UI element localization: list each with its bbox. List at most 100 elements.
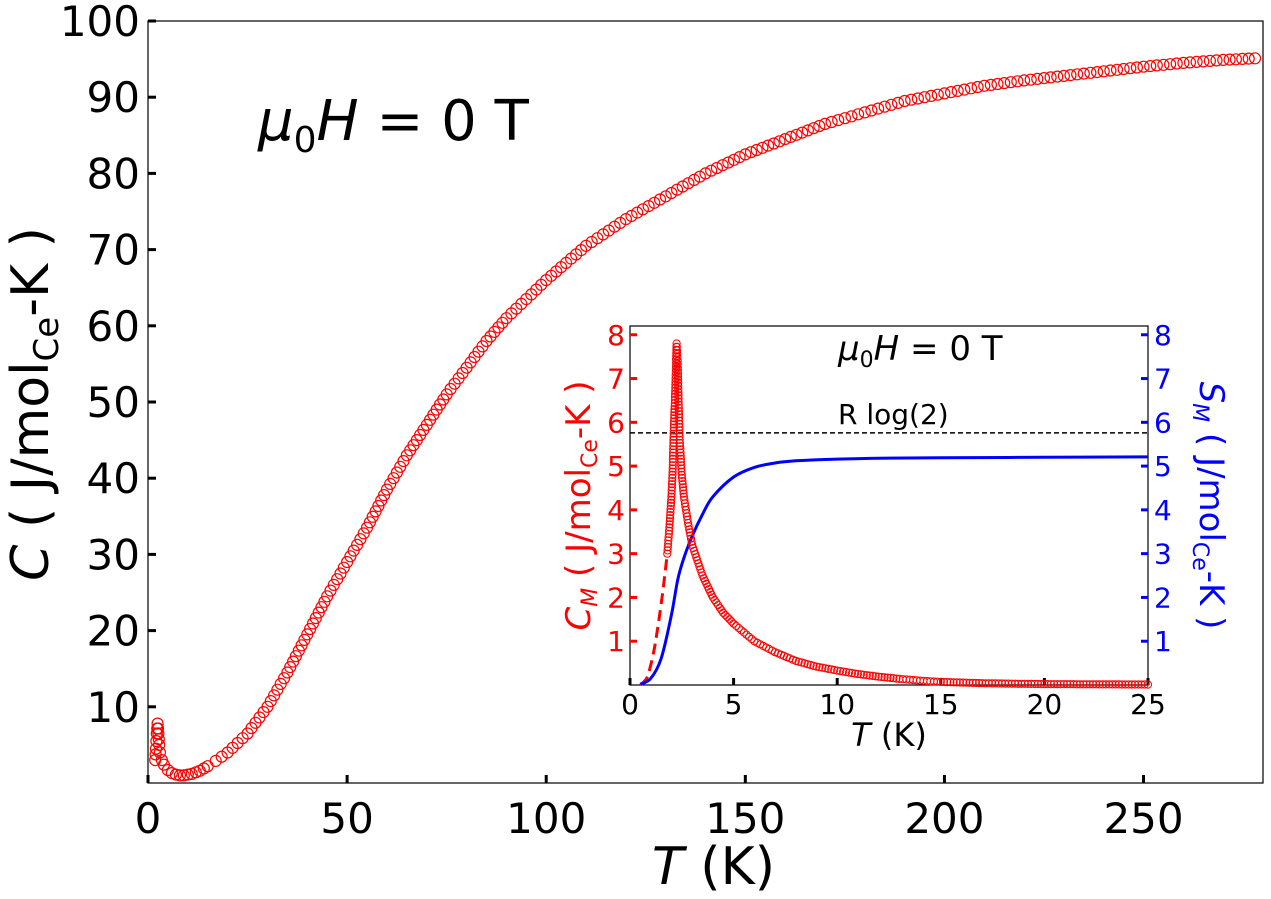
inset-cm-data-point bbox=[668, 470, 677, 479]
inset-cm-data-point bbox=[1118, 680, 1127, 689]
inset-cm-data-point bbox=[674, 381, 683, 391]
inset-cm-data-point bbox=[1059, 680, 1068, 689]
inset-cm-data-point bbox=[668, 454, 678, 463]
inset-cm-data-point bbox=[678, 477, 687, 486]
cm-extrapolation-line bbox=[639, 553, 669, 687]
inset-cm-data-point bbox=[952, 678, 961, 687]
inset-cm-data-point bbox=[677, 470, 686, 479]
inset-cm-data-point bbox=[686, 534, 696, 543]
main-data-point bbox=[1170, 57, 1183, 70]
inset-cm-data-point bbox=[1043, 680, 1052, 689]
main-y-tick-label: 40 bbox=[87, 454, 140, 503]
inset-cm-data-point bbox=[679, 492, 689, 501]
main-data-point bbox=[1104, 64, 1117, 77]
main-x-tick-label: 150 bbox=[705, 794, 785, 843]
main-data-point bbox=[181, 768, 194, 781]
inset-cm-data-point bbox=[871, 672, 880, 681]
inset-field-annotation: μ0H = 0 T bbox=[837, 329, 1003, 373]
inset-x-tick-label: 25 bbox=[1130, 688, 1166, 721]
inset-cm-data-point bbox=[1134, 680, 1143, 689]
main-data-point bbox=[268, 689, 281, 702]
inset-left-y-tick-label: 8 bbox=[607, 319, 625, 352]
main-data-point bbox=[1157, 58, 1170, 71]
inset-cm-data-point bbox=[667, 480, 677, 489]
main-data-point bbox=[1057, 69, 1071, 83]
r-log2-label: R log(2) bbox=[838, 398, 949, 431]
main-data-point bbox=[496, 316, 509, 329]
inset-cm-data-point bbox=[842, 668, 851, 677]
inset-cm-data-point bbox=[675, 435, 684, 444]
main-data-point bbox=[173, 769, 186, 782]
inset-cm-data-point bbox=[1101, 680, 1111, 689]
main-y-tick-label: 20 bbox=[87, 607, 140, 656]
main-data-point bbox=[1097, 65, 1110, 78]
inset-cm-data-point bbox=[1014, 679, 1023, 688]
inset-cm-data-point bbox=[665, 523, 674, 532]
main-data-point bbox=[1183, 56, 1197, 69]
inset-cm-data-point bbox=[1037, 680, 1046, 689]
inset-cm-data-point bbox=[889, 674, 898, 683]
inset-cm-data-point bbox=[809, 661, 818, 670]
inset-x-tick-label: 0 bbox=[621, 688, 639, 721]
main-data-point bbox=[150, 734, 163, 748]
main-data-point bbox=[1124, 62, 1137, 75]
inset-cm-data-point bbox=[1085, 680, 1094, 689]
inset-cm-data-point bbox=[747, 634, 756, 644]
main-data-point bbox=[925, 89, 938, 103]
inset-left-y-tick-label: 7 bbox=[607, 363, 625, 396]
main-data-point bbox=[321, 590, 334, 603]
inset-cm-data-point bbox=[671, 364, 681, 374]
inset-cm-data-point bbox=[679, 486, 688, 495]
main-data-point bbox=[865, 104, 878, 117]
main-data-point bbox=[858, 106, 871, 119]
inset-right-y-tick-label: 8 bbox=[1154, 319, 1172, 352]
main-data-point bbox=[1137, 60, 1150, 73]
inset-cm-data-point bbox=[674, 385, 683, 394]
inset-cm-data-point bbox=[892, 674, 901, 683]
main-data-point bbox=[885, 98, 898, 111]
inset-cm-data-point bbox=[675, 423, 684, 432]
inset-cm-data-point bbox=[667, 495, 676, 504]
inset-cm-data-point bbox=[721, 610, 730, 620]
inset-x-tick-label: 10 bbox=[819, 688, 855, 721]
main-y-tick-label: 70 bbox=[87, 226, 140, 275]
main-data-point bbox=[484, 330, 497, 343]
inset-cm-data-point bbox=[981, 679, 990, 688]
main-data-point bbox=[905, 93, 918, 106]
inset-right-y-tick-label: 3 bbox=[1154, 538, 1172, 571]
inset-cm-data-point bbox=[664, 533, 673, 542]
inset-cm-data-point bbox=[666, 498, 676, 507]
main-data-point bbox=[1223, 53, 1236, 66]
main-data-point bbox=[825, 115, 838, 129]
inset-cm-data-point bbox=[664, 536, 673, 545]
main-data-point bbox=[1117, 62, 1130, 76]
inset-cm-data-point bbox=[674, 397, 683, 406]
inset-cm-data-point bbox=[673, 363, 682, 372]
main-y-tick-label: 30 bbox=[87, 530, 140, 579]
inset-x-axis-label: T (K) bbox=[851, 716, 927, 754]
inset-cm-data-point bbox=[1127, 680, 1136, 689]
inset-cm-data-point bbox=[670, 408, 679, 417]
main-data-point bbox=[1084, 66, 1097, 79]
entropy-curve bbox=[639, 455, 1149, 686]
inset-cm-data-point bbox=[663, 546, 672, 555]
main-data-point bbox=[169, 768, 182, 781]
inset-cm-data-point bbox=[687, 537, 696, 546]
inset-cm-data-point bbox=[984, 679, 993, 688]
inset-cm-data-point bbox=[968, 678, 977, 688]
inset-cm-data-point bbox=[672, 355, 681, 364]
inset-right-y-axis-label: SM ( J/molCe-K ) bbox=[1187, 382, 1231, 630]
inset-cm-data-point bbox=[847, 669, 857, 678]
inset-cm-data-point bbox=[1079, 680, 1088, 689]
inset-cm-data-point bbox=[1088, 680, 1098, 689]
inset-right-y-tick-label: 2 bbox=[1154, 581, 1172, 614]
inset-cm-data-point bbox=[844, 668, 854, 677]
inset-cm-data-point bbox=[988, 679, 997, 688]
inset-cm-data-point bbox=[1023, 679, 1033, 689]
main-data-point bbox=[832, 113, 845, 127]
main-data-point bbox=[845, 110, 858, 123]
main-data-point bbox=[739, 148, 752, 161]
main-data-point bbox=[790, 128, 803, 141]
inset-cm-data-point bbox=[1063, 680, 1072, 689]
main-data-point bbox=[705, 164, 718, 177]
